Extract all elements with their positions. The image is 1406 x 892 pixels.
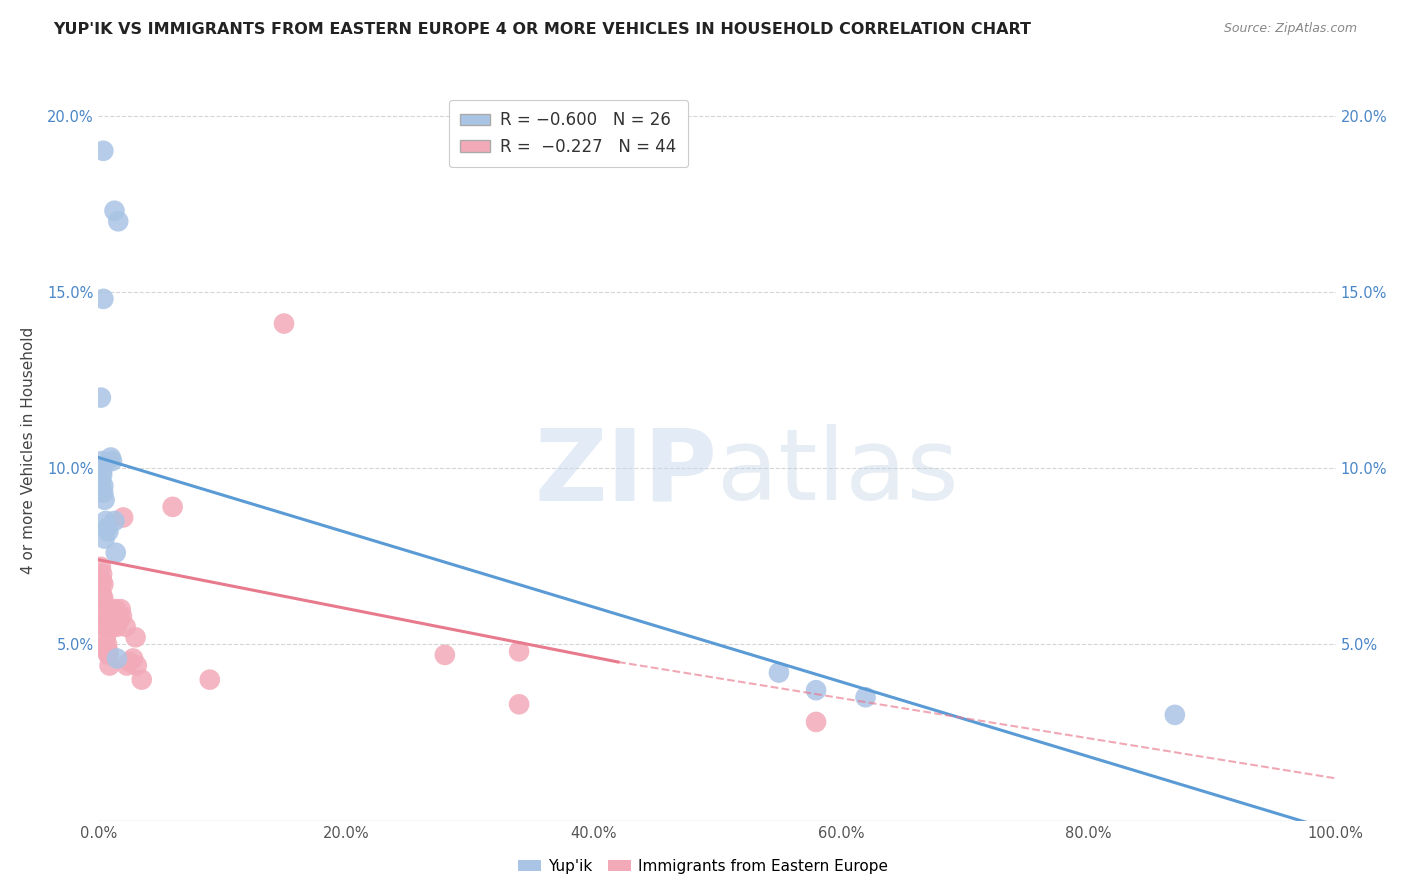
- Point: [90, 559, 112, 574]
- Point: [105, 651, 128, 665]
- Point: [111, 609, 134, 624]
- Point: [125, 658, 148, 673]
- Point: [508, 644, 530, 658]
- Text: Source: ZipAtlas.com: Source: ZipAtlas.com: [1223, 22, 1357, 36]
- Point: [93, 144, 115, 158]
- Point: [96, 616, 118, 631]
- Point: [112, 510, 135, 524]
- Point: [97, 644, 120, 658]
- Text: atlas: atlas: [717, 425, 959, 521]
- Point: [90, 475, 112, 490]
- Point: [94, 602, 117, 616]
- Point: [105, 620, 128, 634]
- Point: [124, 630, 146, 644]
- Point: [103, 514, 125, 528]
- Point: [101, 616, 124, 631]
- Text: YUP'IK VS IMMIGRANTS FROM EASTERN EUROPE 4 OR MORE VEHICLES IN HOUSEHOLD CORRELA: YUP'IK VS IMMIGRANTS FROM EASTERN EUROPE…: [53, 22, 1032, 37]
- Point: [1164, 707, 1187, 722]
- Point: [96, 644, 118, 658]
- Point: [103, 616, 125, 631]
- Point: [93, 479, 115, 493]
- Point: [91, 566, 114, 581]
- Point: [103, 620, 125, 634]
- Point: [98, 658, 121, 673]
- Point: [273, 317, 295, 331]
- Point: [101, 454, 124, 468]
- Point: [93, 591, 115, 606]
- Point: [91, 454, 114, 468]
- Point: [198, 673, 221, 687]
- Point: [508, 698, 530, 712]
- Y-axis label: 4 or more Vehicles in Household: 4 or more Vehicles in Household: [21, 326, 35, 574]
- Point: [91, 468, 114, 483]
- Point: [804, 714, 827, 729]
- Point: [97, 648, 120, 662]
- Point: [93, 532, 115, 546]
- Point: [93, 577, 115, 591]
- Text: ZIP: ZIP: [534, 425, 717, 521]
- Point: [104, 602, 127, 616]
- Point: [433, 648, 456, 662]
- Legend: Yup'ik, Immigrants from Eastern Europe: Yup'ik, Immigrants from Eastern Europe: [512, 853, 894, 880]
- Point: [118, 655, 141, 669]
- Point: [107, 609, 129, 624]
- Legend: R = −0.600   N = 26, R =  −0.227   N = 44: R = −0.600 N = 26, R = −0.227 N = 44: [449, 100, 689, 168]
- Point: [108, 613, 131, 627]
- Point: [114, 620, 136, 634]
- Point: [103, 609, 125, 624]
- Point: [768, 665, 790, 680]
- Point: [91, 588, 114, 602]
- Point: [100, 602, 122, 616]
- Point: [96, 521, 118, 535]
- Point: [855, 690, 877, 705]
- Point: [93, 492, 115, 507]
- Point: [804, 683, 827, 698]
- Point: [97, 524, 120, 539]
- Point: [107, 214, 129, 228]
- Point: [93, 620, 115, 634]
- Point: [93, 485, 115, 500]
- Point: [91, 574, 114, 588]
- Point: [101, 609, 124, 624]
- Point: [93, 606, 115, 620]
- Point: [93, 613, 115, 627]
- Point: [94, 630, 117, 644]
- Point: [90, 391, 112, 405]
- Point: [131, 673, 153, 687]
- Point: [100, 450, 122, 465]
- Point: [93, 292, 115, 306]
- Point: [91, 465, 114, 479]
- Point: [94, 514, 117, 528]
- Point: [104, 546, 127, 560]
- Point: [115, 658, 138, 673]
- Point: [103, 203, 125, 218]
- Point: [162, 500, 184, 514]
- Point: [91, 461, 114, 475]
- Point: [110, 602, 132, 616]
- Point: [96, 637, 118, 651]
- Point: [122, 651, 145, 665]
